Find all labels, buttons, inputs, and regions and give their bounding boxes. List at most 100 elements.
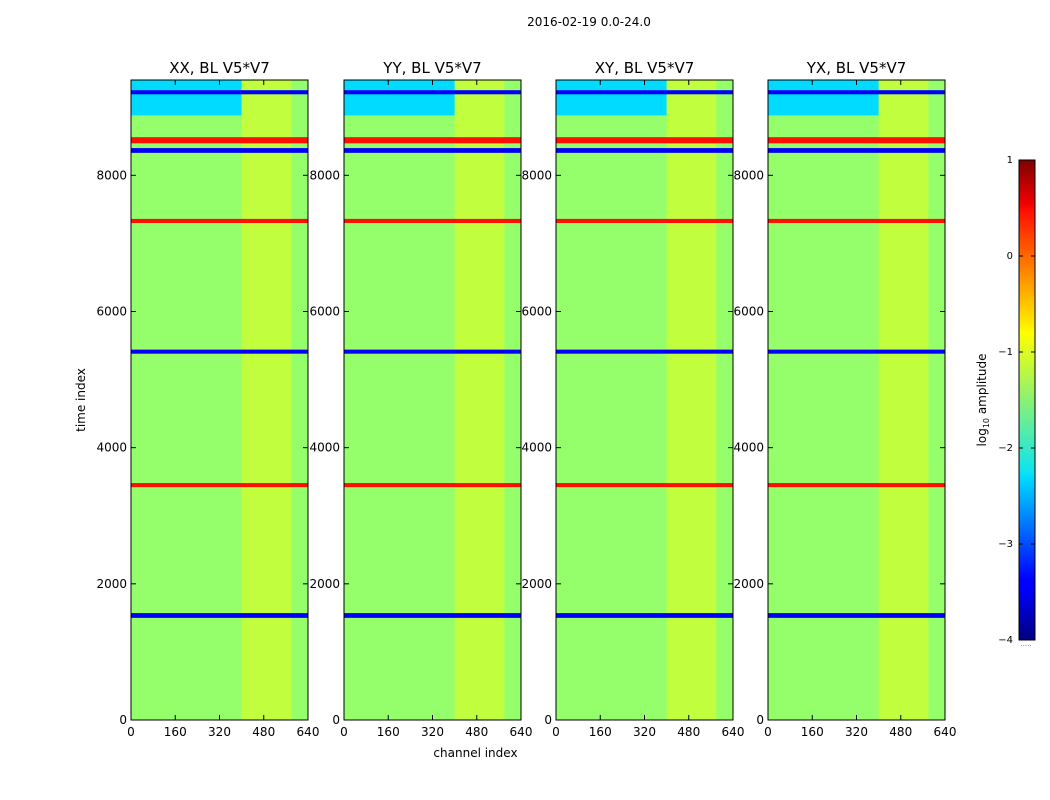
x-tick-label: 160 — [589, 725, 612, 739]
heatmap-low-block — [131, 80, 242, 116]
flagged-band — [556, 90, 733, 95]
flagged-band — [131, 137, 308, 144]
y-tick-label: 4000 — [96, 441, 127, 455]
flagged-band — [344, 90, 521, 95]
heatmap-rfi-region — [454, 80, 505, 720]
y-tick-label: 0 — [332, 713, 340, 727]
colorbar-label-sub: 10 — [982, 418, 991, 428]
x-tick-label: 640 — [934, 725, 957, 739]
flagged-band — [344, 613, 521, 618]
x-tick-label: 0 — [552, 725, 560, 739]
flagged-band — [768, 613, 945, 618]
y-tick-label: 2000 — [96, 577, 127, 591]
colorbar-ticks: 1 0 −1 −2 −3 −4 — [998, 155, 1035, 646]
y-tick-label: 2000 — [309, 577, 340, 591]
flagged-band — [768, 218, 945, 223]
y-tick-label: 0 — [756, 713, 764, 727]
colorbar-gradient — [1018, 159, 1036, 641]
flagged-band — [344, 218, 521, 223]
x-tick-label: 480 — [889, 725, 912, 739]
x-tick-label: 320 — [421, 725, 444, 739]
flagged-band — [768, 483, 945, 488]
x-tick-label: 640 — [722, 725, 745, 739]
colorbar-tick-label: −4 — [998, 635, 1013, 646]
panel-title: YX, BL V5*V7 — [806, 59, 907, 77]
y-tick-label: 0 — [544, 713, 552, 727]
panel-title: XX, BL V5*V7 — [169, 59, 270, 77]
x-tick-label: 480 — [252, 725, 275, 739]
x-tick-label: 640 — [510, 725, 533, 739]
flagged-band — [131, 218, 308, 223]
flagged-band — [556, 349, 733, 354]
y-tick-label: 0 — [119, 713, 127, 727]
colorbar-dots: ····· — [1020, 642, 1031, 650]
colorbar-tick-label: 1 — [1007, 155, 1013, 166]
flagged-band — [344, 148, 521, 153]
flagged-band — [556, 613, 733, 618]
y-tick-label: 6000 — [733, 304, 764, 318]
x-tick-label: 320 — [208, 725, 231, 739]
flagged-band — [344, 137, 521, 144]
heatmap-rfi-region — [241, 80, 292, 720]
x-tick-label: 320 — [633, 725, 656, 739]
panel-1: 0 160 320 480 640 0 2000 4000 6000 8000 XX, BL V5*… — [74, 59, 319, 739]
panels-group: 0 160 320 480 640 0 2000 4000 6000 8000 XX, BL V5*… — [74, 59, 956, 760]
flagged-band — [556, 483, 733, 488]
y-tick-label: 8000 — [96, 168, 127, 182]
y-tick-label: 6000 — [309, 304, 340, 318]
colorbar-label-main: log — [975, 428, 989, 446]
x-tick-label: 0 — [764, 725, 772, 739]
colorbar-tick-label: −3 — [998, 539, 1013, 550]
panel-4: 0 160 320 480 640 0 2000 4000 6000 8000 YX, BL V5*… — [733, 59, 956, 739]
colorbar-label: log10 amplitude — [975, 354, 991, 447]
flagged-band — [768, 90, 945, 95]
flagged-band — [131, 148, 308, 153]
heatmap-low-block — [556, 80, 667, 116]
heatmap-rfi-region — [878, 80, 929, 720]
colorbar-tick-label: −2 — [998, 443, 1013, 454]
y-tick-label: 6000 — [521, 304, 552, 318]
flagged-band — [131, 483, 308, 488]
flagged-band — [344, 483, 521, 488]
flagged-band — [344, 349, 521, 354]
colorbar-tick-label: −1 — [998, 347, 1013, 358]
y-tick-label: 2000 — [521, 577, 552, 591]
x-tick-label: 480 — [677, 725, 700, 739]
colorbar: 10−1−2−3−4 log10 amplitude ····· — [975, 155, 1036, 650]
heatmap-low-block — [344, 80, 455, 116]
y-tick-label: 4000 — [309, 441, 340, 455]
flagged-band — [131, 613, 308, 618]
x-tick-label: 480 — [465, 725, 488, 739]
x-axis-label: channel index — [433, 746, 517, 760]
y-tick-label: 4000 — [521, 441, 552, 455]
x-tick-label: 640 — [297, 725, 320, 739]
x-tick-label: 0 — [340, 725, 348, 739]
flagged-band — [768, 349, 945, 354]
colorbar-tick-label: 0 — [1007, 251, 1013, 262]
panel-3: 0 160 320 480 640 0 2000 4000 6000 8000 XY, BL V5*… — [521, 59, 744, 739]
flagged-band — [768, 137, 945, 144]
panel-title: XY, BL V5*V7 — [595, 59, 695, 77]
flagged-band — [768, 148, 945, 153]
y-tick-label: 8000 — [733, 168, 764, 182]
y-tick-label: 8000 — [309, 168, 340, 182]
y-tick-label: 4000 — [733, 441, 764, 455]
flagged-band — [556, 218, 733, 223]
y-tick-label: 2000 — [733, 577, 764, 591]
flagged-band — [131, 90, 308, 95]
x-tick-label: 160 — [164, 725, 187, 739]
y-tick-label: 6000 — [96, 304, 127, 318]
x-tick-label: 160 — [801, 725, 824, 739]
flagged-band — [556, 148, 733, 153]
panel-title: YY, BL V5*V7 — [382, 59, 481, 77]
y-axis-label: time index — [74, 368, 88, 432]
x-tick-label: 160 — [377, 725, 400, 739]
heatmap-rfi-region — [666, 80, 717, 720]
colorbar-label-rest: amplitude — [975, 354, 989, 418]
y-tick-label: 8000 — [521, 168, 552, 182]
flagged-band — [556, 137, 733, 144]
heatmap-low-block — [768, 80, 879, 116]
figure-suptitle: 2016-02-19 0.0-24.0 — [527, 15, 651, 29]
panel-2: 0 160 320 480 640 0 2000 4000 6000 8000 YY, BL V5*… — [309, 59, 532, 760]
